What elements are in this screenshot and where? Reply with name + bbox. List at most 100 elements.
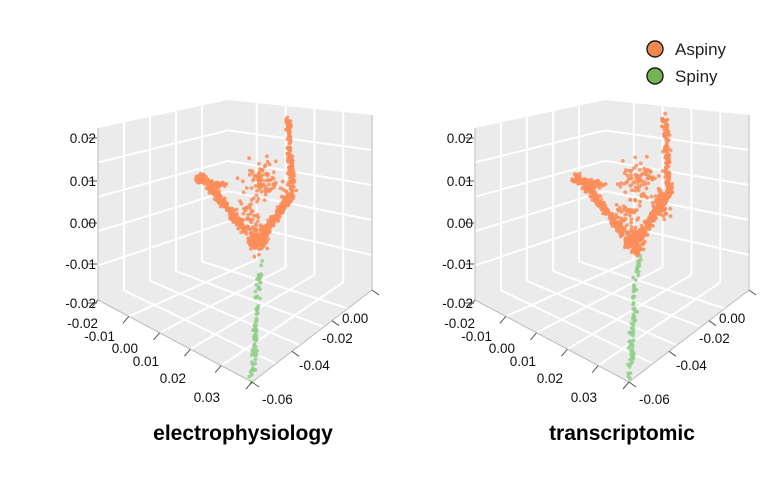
aspiny-point [659, 195, 664, 200]
x-tick-label: 0.03 [194, 390, 220, 405]
spiny-point [256, 272, 261, 277]
gridline [201, 260, 349, 310]
aspiny-point [640, 179, 644, 183]
aspiny-point [247, 227, 252, 232]
aspiny-point [260, 168, 265, 173]
aspiny-point [615, 207, 620, 212]
aspiny-point [629, 233, 634, 238]
aspiny-point [623, 190, 628, 195]
legend-item-spiny: Spiny [646, 67, 718, 86]
aspiny-point [663, 111, 667, 116]
aspiny-point [244, 186, 249, 190]
aspiny-point [257, 161, 261, 166]
y-tick-mark [748, 289, 757, 296]
x-tick-mark [214, 365, 222, 373]
aspiny-point [636, 251, 640, 256]
y-tick-mark [668, 350, 677, 357]
aspiny-point [653, 194, 658, 198]
aspiny-point [602, 201, 607, 206]
aspiny-point [257, 252, 261, 257]
aspiny-point [650, 200, 655, 205]
aspiny-point [227, 212, 232, 217]
aspiny-point [259, 227, 264, 232]
aspiny-point [637, 203, 642, 208]
aspiny-point [268, 178, 272, 183]
aspiny-point [663, 168, 668, 173]
y-tick-mark [251, 381, 260, 388]
panel-title: electrophysiology [153, 422, 333, 445]
x-tick-mark [245, 381, 253, 390]
z-tick-label: -0.02 [442, 296, 473, 311]
spiny-point [254, 336, 259, 341]
aspiny-point [270, 175, 275, 180]
spiny-point [253, 289, 258, 294]
aspiny-point [614, 212, 619, 217]
aspiny-point [217, 183, 222, 187]
spiny-point [254, 333, 258, 338]
aspiny-point [267, 182, 271, 187]
panes [98, 100, 372, 382]
aspiny-point [587, 185, 592, 190]
aspiny-point [255, 199, 259, 204]
x-tick-mark [91, 299, 99, 308]
aspiny-point [259, 189, 264, 194]
aspiny-point [661, 119, 666, 124]
aspiny-point [272, 185, 276, 190]
aspiny-point [623, 168, 628, 173]
aspiny-point [234, 222, 239, 227]
spiny-point [258, 280, 262, 285]
gridline [159, 266, 287, 334]
aspiny-point [238, 199, 243, 204]
aspiny-point [250, 231, 255, 236]
aspiny-point [256, 215, 261, 220]
aspiny-point [215, 180, 220, 185]
aspiny-point [649, 194, 654, 199]
aspiny-point [252, 254, 257, 259]
aspiny-point [641, 247, 646, 252]
spiny-point [629, 321, 634, 326]
aspiny-point [581, 182, 586, 186]
aspiny-point [625, 231, 629, 236]
aspiny-point [628, 197, 633, 202]
aspiny-point [660, 124, 665, 129]
aspiny-point [591, 183, 596, 188]
spiny-point [628, 339, 632, 344]
aspiny-point [664, 155, 669, 160]
aspiny-point [281, 209, 285, 213]
gridline [474, 159, 606, 198]
aspiny-point [651, 204, 656, 209]
aspiny-point [600, 207, 604, 212]
aspiny-point [647, 168, 652, 173]
aspiny-point [663, 148, 667, 153]
aspiny-point [633, 188, 637, 193]
aspiny-point [285, 127, 290, 132]
aspiny-point [669, 190, 674, 195]
aspiny-point [294, 188, 299, 193]
aspiny-point [646, 221, 650, 226]
aspiny-point [628, 213, 632, 218]
aspiny-point [235, 176, 240, 181]
aspiny-point [635, 217, 639, 222]
y-tick-label: -0.06 [639, 392, 670, 407]
aspiny-point [633, 225, 638, 230]
gridline [536, 266, 664, 334]
spiny-point [631, 302, 635, 307]
aspiny-point [250, 209, 255, 214]
aspiny-point [615, 182, 620, 187]
spiny-point [254, 282, 259, 287]
aspiny-point [267, 162, 272, 167]
aspiny-point [287, 165, 291, 170]
panel-title: transcriptomic [549, 422, 695, 445]
aspiny-point [287, 199, 292, 203]
aspiny-point [254, 193, 259, 198]
aspiny-point [661, 214, 666, 218]
x-tick-label: -0.02 [67, 316, 98, 331]
aspiny-point [665, 138, 670, 142]
aspiny-point [251, 217, 255, 222]
aspiny-point [626, 245, 631, 250]
axis-edge [97, 299, 253, 383]
aspiny-point [571, 179, 575, 183]
z-tick-label: 0.00 [70, 216, 96, 231]
aspiny-point [650, 177, 655, 182]
aspiny-point [259, 246, 264, 251]
